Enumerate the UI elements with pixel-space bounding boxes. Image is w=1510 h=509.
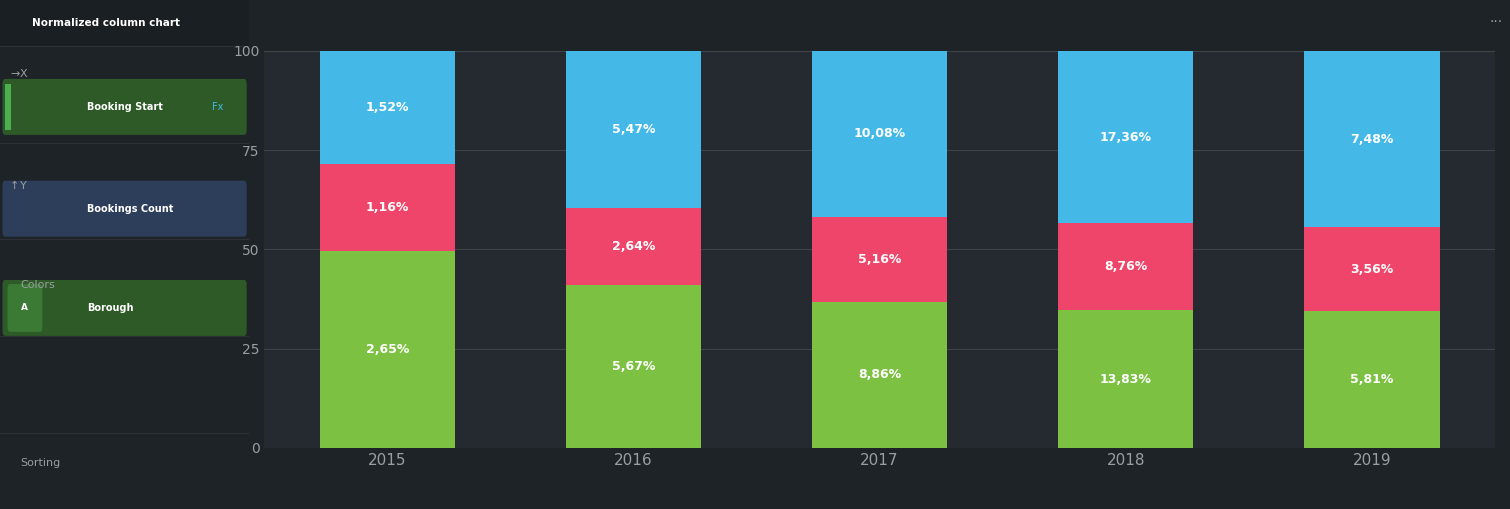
Text: Booking Start: Booking Start [88, 102, 163, 112]
Bar [5, 84, 11, 130]
Bar [320, 250, 455, 448]
Bar [566, 209, 701, 285]
Text: 5,67%: 5,67% [612, 360, 655, 373]
Text: A: A [21, 303, 29, 313]
FancyBboxPatch shape [3, 181, 246, 237]
Bar [1059, 310, 1193, 448]
Text: 5,81%: 5,81% [1350, 373, 1394, 386]
Legend: Lichtenberg, Reinickendorf, Treptow-Koepenick: Lichtenberg, Reinickendorf, Treptow-Koep… [680, 503, 1080, 509]
Text: Colors: Colors [20, 280, 54, 290]
Text: Borough: Borough [88, 303, 134, 313]
Text: 1,16%: 1,16% [365, 201, 409, 214]
Text: 13,83%: 13,83% [1099, 373, 1152, 386]
Text: 10,08%: 10,08% [853, 127, 906, 140]
Bar [566, 285, 701, 448]
Text: →: → [11, 69, 20, 79]
Text: Normalized column chart: Normalized column chart [32, 18, 180, 28]
Text: Y: Y [20, 181, 27, 191]
Bar [1305, 311, 1439, 448]
Bar [566, 51, 701, 209]
Bar [320, 164, 455, 250]
Text: 2,65%: 2,65% [365, 343, 409, 356]
Bar [812, 217, 947, 302]
Text: Bookings Count: Bookings Count [88, 204, 174, 214]
Text: X: X [20, 69, 27, 79]
Text: 5,47%: 5,47% [612, 123, 655, 136]
Text: Sorting: Sorting [20, 458, 60, 468]
Bar [812, 51, 947, 217]
Text: ···: ··· [1489, 15, 1502, 30]
Text: Fx: Fx [211, 102, 223, 112]
Text: ↑: ↑ [11, 181, 20, 191]
Text: 8,86%: 8,86% [858, 369, 901, 381]
Text: 7,48%: 7,48% [1350, 132, 1394, 146]
Bar [1059, 223, 1193, 310]
Bar [1059, 51, 1193, 223]
FancyBboxPatch shape [0, 0, 249, 46]
Bar [1305, 51, 1439, 227]
FancyBboxPatch shape [8, 284, 42, 332]
Text: 1,52%: 1,52% [365, 101, 409, 114]
Text: 2,64%: 2,64% [612, 240, 655, 253]
Text: 8,76%: 8,76% [1104, 261, 1148, 273]
Text: 3,56%: 3,56% [1350, 263, 1394, 275]
Text: 17,36%: 17,36% [1099, 131, 1152, 144]
Bar [1305, 227, 1439, 311]
FancyBboxPatch shape [3, 79, 246, 135]
Bar [320, 51, 455, 164]
Text: 5,16%: 5,16% [858, 253, 901, 266]
FancyBboxPatch shape [3, 280, 246, 336]
Bar [812, 302, 947, 448]
